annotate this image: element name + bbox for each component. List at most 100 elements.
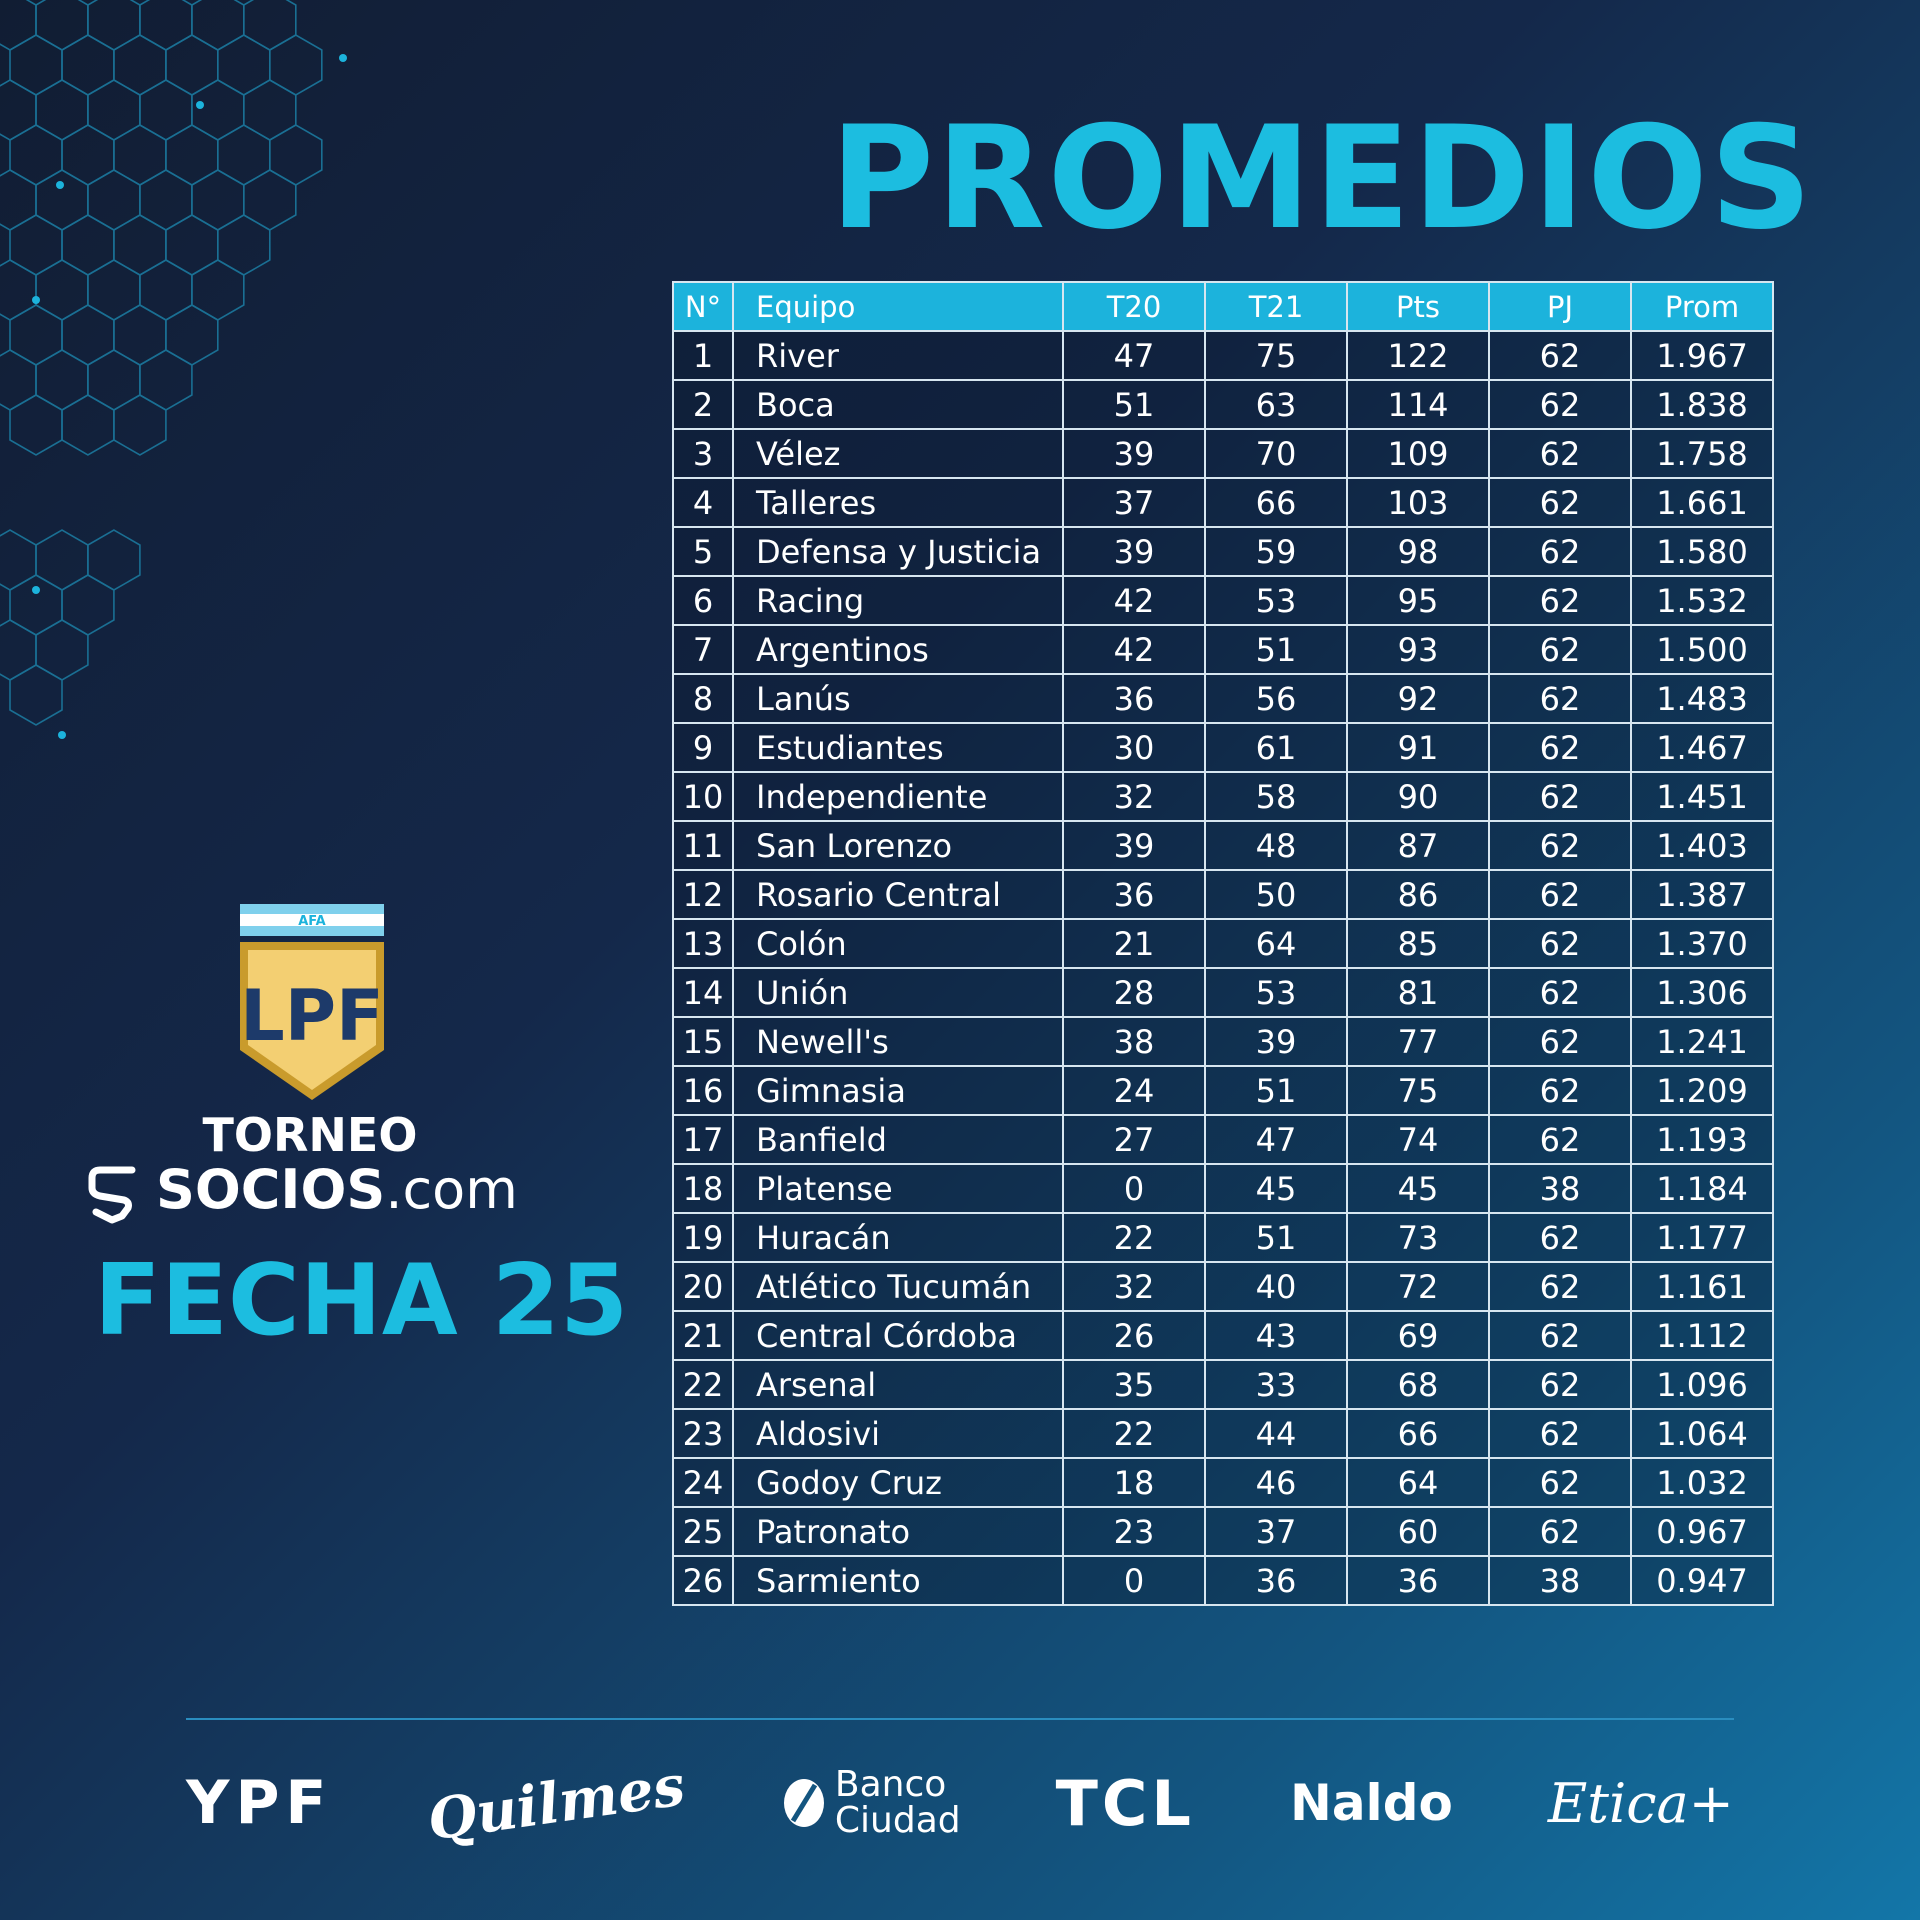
table-row: 2 Boca 51 63 114 62 1.838 bbox=[672, 379, 1774, 430]
cell-t21: 44 bbox=[1204, 1408, 1348, 1459]
header-pos: N° bbox=[672, 281, 734, 332]
cell-team: Lanús bbox=[732, 673, 1064, 724]
table-row: 12 Rosario Central 36 50 86 62 1.387 bbox=[672, 869, 1774, 920]
header-pts: Pts bbox=[1346, 281, 1490, 332]
cell-pj: 62 bbox=[1488, 1261, 1632, 1312]
hexagon-shape bbox=[191, 169, 245, 231]
cell-pos: 21 bbox=[672, 1310, 734, 1361]
hexagon-shape bbox=[217, 34, 271, 96]
cell-t20: 24 bbox=[1062, 1065, 1206, 1116]
cell-t20: 35 bbox=[1062, 1359, 1206, 1410]
cell-t20: 27 bbox=[1062, 1114, 1206, 1165]
cell-t21: 43 bbox=[1204, 1310, 1348, 1361]
sponsor-etica: Etica+ bbox=[1547, 1771, 1734, 1835]
cell-prom: 1.532 bbox=[1630, 575, 1774, 626]
hexagon-node bbox=[58, 731, 66, 739]
cell-pj: 62 bbox=[1488, 1114, 1632, 1165]
cell-t21: 53 bbox=[1204, 967, 1348, 1018]
banco-line1: Banco bbox=[834, 1764, 947, 1805]
cell-prom: 1.661 bbox=[1630, 477, 1774, 528]
cell-t21: 53 bbox=[1204, 575, 1348, 626]
cell-pos: 1 bbox=[672, 330, 734, 381]
table-row: 3 Vélez 39 70 109 62 1.758 bbox=[672, 428, 1774, 479]
cell-pos: 9 bbox=[672, 722, 734, 773]
cell-pos: 5 bbox=[672, 526, 734, 577]
cell-prom: 1.306 bbox=[1630, 967, 1774, 1018]
hexagon-shape bbox=[9, 664, 63, 726]
cell-team: Colón bbox=[732, 918, 1064, 969]
hexagon-shape bbox=[268, 124, 323, 186]
hexagon-node bbox=[339, 54, 347, 62]
table-header-row: N° Equipo T20 T21 Pts PJ Prom bbox=[672, 281, 1774, 332]
cell-pos: 11 bbox=[672, 820, 734, 871]
table-row: 4 Talleres 37 66 103 62 1.661 bbox=[672, 477, 1774, 528]
cell-pj: 62 bbox=[1488, 722, 1632, 773]
hexagon-shape bbox=[0, 259, 37, 321]
cell-pj: 62 bbox=[1488, 1359, 1632, 1410]
cell-pos: 8 bbox=[672, 673, 734, 724]
hexagon-shape bbox=[0, 79, 37, 141]
cell-pos: 4 bbox=[672, 477, 734, 528]
cell-t20: 30 bbox=[1062, 722, 1206, 773]
cell-pts: 109 bbox=[1346, 428, 1490, 479]
hexagon-shape bbox=[113, 34, 167, 96]
cell-pts: 87 bbox=[1346, 820, 1490, 871]
cell-t20: 39 bbox=[1062, 428, 1206, 479]
cell-t21: 39 bbox=[1204, 1016, 1348, 1067]
cell-prom: 1.967 bbox=[1630, 330, 1774, 381]
cell-t21: 75 bbox=[1204, 330, 1348, 381]
cell-pj: 62 bbox=[1488, 820, 1632, 871]
cell-pj: 62 bbox=[1488, 477, 1632, 528]
cell-pj: 38 bbox=[1488, 1163, 1632, 1214]
table-row: 24 Godoy Cruz 18 46 64 62 1.032 bbox=[672, 1457, 1774, 1508]
cell-pts: 98 bbox=[1346, 526, 1490, 577]
cell-t20: 42 bbox=[1062, 624, 1206, 675]
sponsor-banco-ciudad: Banco Ciudad bbox=[781, 1767, 961, 1839]
hexagon-shape bbox=[61, 124, 115, 186]
cell-t20: 32 bbox=[1062, 1261, 1206, 1312]
cell-pts: 36 bbox=[1346, 1555, 1490, 1606]
cell-team: Argentinos bbox=[732, 624, 1064, 675]
table-row: 10 Independiente 32 58 90 62 1.451 bbox=[672, 771, 1774, 822]
cell-prom: 1.184 bbox=[1630, 1163, 1774, 1214]
table-row: 23 Aldosivi 22 44 66 62 1.064 bbox=[672, 1408, 1774, 1459]
cell-t21: 47 bbox=[1204, 1114, 1348, 1165]
cell-t21: 63 bbox=[1204, 379, 1348, 430]
hexagon-shape bbox=[35, 79, 89, 141]
cell-prom: 1.177 bbox=[1630, 1212, 1774, 1263]
table-row: 19 Huracán 22 51 73 62 1.177 bbox=[672, 1212, 1774, 1263]
cell-pos: 22 bbox=[672, 1359, 734, 1410]
cell-pj: 62 bbox=[1488, 1016, 1632, 1067]
table-row: 5 Defensa y Justicia 39 59 98 62 1.580 bbox=[672, 526, 1774, 577]
cell-pos: 26 bbox=[672, 1555, 734, 1606]
cell-pj: 62 bbox=[1488, 869, 1632, 920]
cell-t20: 36 bbox=[1062, 673, 1206, 724]
hexagon-shape bbox=[0, 619, 37, 681]
cell-prom: 1.112 bbox=[1630, 1310, 1774, 1361]
hexagon-shape bbox=[165, 34, 219, 96]
hexagon-shape bbox=[0, 0, 37, 51]
lpf-letters: LPF bbox=[240, 975, 384, 1057]
cell-team: River bbox=[732, 330, 1064, 381]
fecha-label: FECHA 25 bbox=[94, 1244, 629, 1358]
sponsors-bar: YPF Quilmes Banco Ciudad TCL Naldo Etica… bbox=[186, 1748, 1734, 1858]
header-prom: Prom bbox=[1630, 281, 1774, 332]
cell-prom: 0.947 bbox=[1630, 1555, 1774, 1606]
table-row: 1 River 47 75 122 62 1.967 bbox=[672, 330, 1774, 381]
cell-pos: 19 bbox=[672, 1212, 734, 1263]
cell-t20: 39 bbox=[1062, 820, 1206, 871]
cell-pj: 62 bbox=[1488, 526, 1632, 577]
cell-pts: 60 bbox=[1346, 1506, 1490, 1557]
cell-t20: 42 bbox=[1062, 575, 1206, 626]
cell-pj: 62 bbox=[1488, 1408, 1632, 1459]
cell-t21: 51 bbox=[1204, 624, 1348, 675]
table-row: 25 Patronato 23 37 60 62 0.967 bbox=[672, 1506, 1774, 1557]
cell-pts: 66 bbox=[1346, 1408, 1490, 1459]
hexagon-shape bbox=[35, 529, 89, 591]
header-t21: T21 bbox=[1204, 281, 1348, 332]
banco-line2: Ciudad bbox=[834, 1800, 961, 1841]
cell-prom: 1.161 bbox=[1630, 1261, 1774, 1312]
socios-suffix-text: .com bbox=[385, 1158, 518, 1221]
cell-prom: 1.483 bbox=[1630, 673, 1774, 724]
cell-pj: 38 bbox=[1488, 1555, 1632, 1606]
